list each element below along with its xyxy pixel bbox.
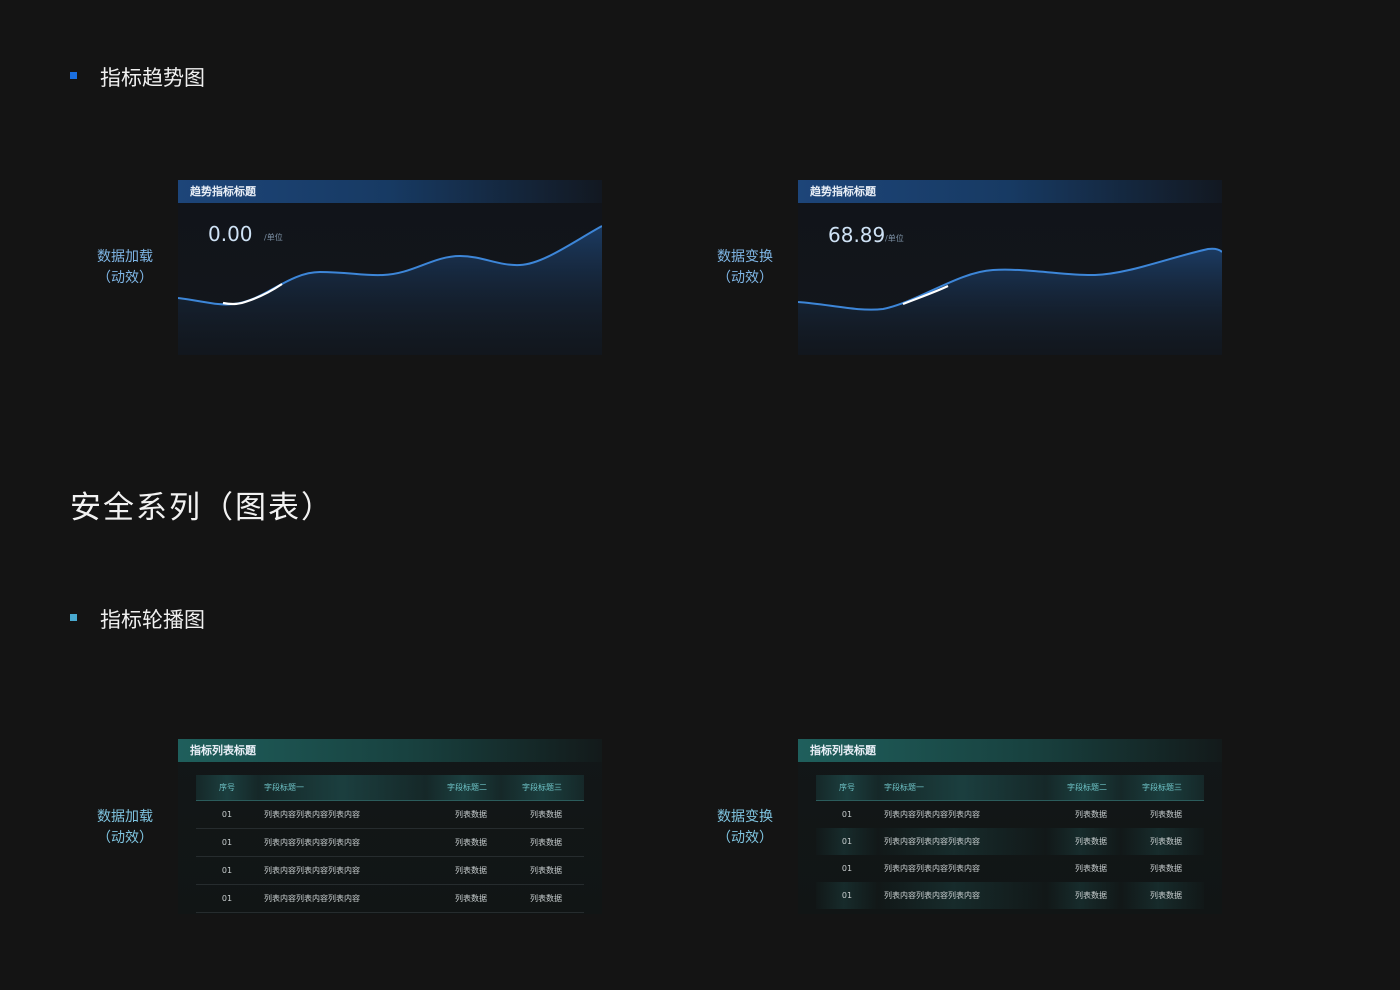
series-title: 安全系列（图表） <box>70 490 334 526</box>
side-label-main: 数据变换 <box>717 249 773 265</box>
column-header: 字段标题二 <box>1046 775 1121 801</box>
trend-card: 趋势指标标题 68.89 /单位 <box>798 180 1222 355</box>
list-table: 序号 字段标题一 字段标题二 字段标题三 01 列表内容列表内容列表内容 列表数据 列表数据 0… <box>816 775 1204 909</box>
trend-highlight <box>902 285 949 306</box>
table-header-row: 序号 字段标题一 字段标题二 字段标题三 <box>196 775 584 801</box>
table-cell: 列表内容列表内容列表内容 <box>258 884 426 913</box>
table-cell: 列表数据 <box>426 828 501 857</box>
table-header-row: 序号 字段标题一 字段标题二 字段标题三 <box>816 775 1204 801</box>
table-cell: 01 <box>196 800 258 829</box>
table-cell: 01 <box>196 884 258 913</box>
column-header: 序号 <box>196 775 258 801</box>
list-card: 指标列表标题 序号 字段标题一 字段标题二 字段标题三 01 列表内容列表内容列表内容 列表… <box>178 739 602 914</box>
section-bullet-icon <box>70 72 77 79</box>
table-row[interactable]: 01 列表内容列表内容列表内容 列表数据 列表数据 <box>816 828 1204 855</box>
section-title-carousel: 指标轮播图 <box>100 608 205 632</box>
table-cell: 列表数据 <box>501 856 584 885</box>
side-label: 数据变换 （动效） <box>705 807 785 849</box>
table-row[interactable]: 01 列表内容列表内容列表内容 列表数据 列表数据 <box>196 884 584 913</box>
card-header: 趋势指标标题 <box>178 180 602 203</box>
trend-line <box>798 247 1222 311</box>
table-cell: 列表数据 <box>501 884 584 913</box>
table-cell: 01 <box>816 828 878 855</box>
section-title-trend: 指标趋势图 <box>100 66 205 90</box>
table-cell: 01 <box>841 864 853 873</box>
table-cell: 列表数据 <box>426 800 501 829</box>
table-cell: 列表内容列表内容列表内容 <box>258 856 426 885</box>
table-cell: 01 <box>196 828 258 857</box>
table-cell: 列表内容列表内容列表内容 <box>258 800 426 829</box>
table-cell: 01 <box>196 856 258 885</box>
column-header: 字段标题二 <box>426 775 501 801</box>
list-card: 指标列表标题 序号 字段标题一 字段标题二 字段标题三 01 列表内容列表内容列表内容 列表… <box>798 739 1222 914</box>
side-label: 数据加载 （动效） <box>85 247 165 289</box>
side-label-sub: （动效） <box>97 830 153 846</box>
metric-unit: /单位 <box>264 233 283 242</box>
table-row[interactable]: 01 列表内容列表内容列表内容 列表数据 列表数据 <box>196 800 584 829</box>
table-cell: 列表数据 <box>426 856 501 885</box>
table-row[interactable]: 01 列表内容列表内容列表内容 列表数据 列表数据 <box>816 882 1204 909</box>
column-header: 字段标题三 <box>1121 775 1204 801</box>
table-cell: 列表数据 <box>1046 828 1121 855</box>
metric-unit: /单位 <box>885 234 904 243</box>
table-cell: 列表数据 <box>501 828 584 857</box>
table-cell: 列表数据 <box>1046 882 1121 909</box>
table-cell: 列表数据 <box>1075 810 1107 819</box>
table-cell: 列表内容列表内容列表内容 <box>258 828 426 857</box>
trend-area <box>798 248 1222 355</box>
table-cell: 列表内容列表内容列表内容 <box>884 810 980 819</box>
trend-chart <box>798 247 1222 355</box>
side-label-sub: （动效） <box>717 830 773 846</box>
side-label: 数据加载 （动效） <box>85 807 165 849</box>
trend-area <box>178 226 602 355</box>
side-label-main: 数据加载 <box>97 809 153 825</box>
trend-highlight <box>222 283 283 306</box>
column-header: 字段标题一 <box>258 775 426 801</box>
table-cell: 列表数据 <box>1121 828 1204 855</box>
table-cell: 列表数据 <box>1075 864 1107 873</box>
list-table: 序号 字段标题一 字段标题二 字段标题三 01 列表内容列表内容列表内容 列表数据 列表数据 0… <box>196 775 584 913</box>
metric-value: 0.00 <box>208 222 253 246</box>
side-label-main: 数据加载 <box>97 249 153 265</box>
card-header: 指标列表标题 <box>178 739 602 762</box>
side-label: 数据变换 （动效） <box>705 247 785 289</box>
column-header: 序号 <box>816 775 878 801</box>
table-row[interactable]: 01 列表内容列表内容列表内容 列表数据 列表数据 <box>816 855 1204 882</box>
column-header: 字段标题三 <box>501 775 584 801</box>
table-cell: 01 <box>841 810 853 819</box>
card-header: 趋势指标标题 <box>798 180 1222 203</box>
table-cell: 01 <box>816 882 878 909</box>
table-cell: 列表数据 <box>1150 810 1182 819</box>
table-cell: 列表数据 <box>1150 864 1182 873</box>
table-row[interactable]: 01 列表内容列表内容列表内容 列表数据 列表数据 <box>816 801 1204 829</box>
section-bullet-icon <box>70 614 77 621</box>
table-cell: 列表内容列表内容列表内容 <box>884 864 980 873</box>
table-cell: 列表内容列表内容列表内容 <box>878 882 1046 909</box>
card-header: 指标列表标题 <box>798 739 1222 762</box>
table-cell: 列表数据 <box>426 884 501 913</box>
side-label-sub: （动效） <box>97 270 153 286</box>
trend-chart <box>178 225 602 355</box>
metric-value: 68.89 <box>828 223 886 247</box>
side-label-main: 数据变换 <box>717 809 773 825</box>
table-row[interactable]: 01 列表内容列表内容列表内容 列表数据 列表数据 <box>196 856 584 885</box>
table-cell: 列表数据 <box>1121 882 1204 909</box>
table-cell: 列表数据 <box>501 800 584 829</box>
table-cell: 列表内容列表内容列表内容 <box>878 828 1046 855</box>
table-row[interactable]: 01 列表内容列表内容列表内容 列表数据 列表数据 <box>196 828 584 857</box>
trend-card: 趋势指标标题 0.00 /单位 <box>178 180 602 355</box>
column-header: 字段标题一 <box>878 775 1046 801</box>
side-label-sub: （动效） <box>717 270 773 286</box>
